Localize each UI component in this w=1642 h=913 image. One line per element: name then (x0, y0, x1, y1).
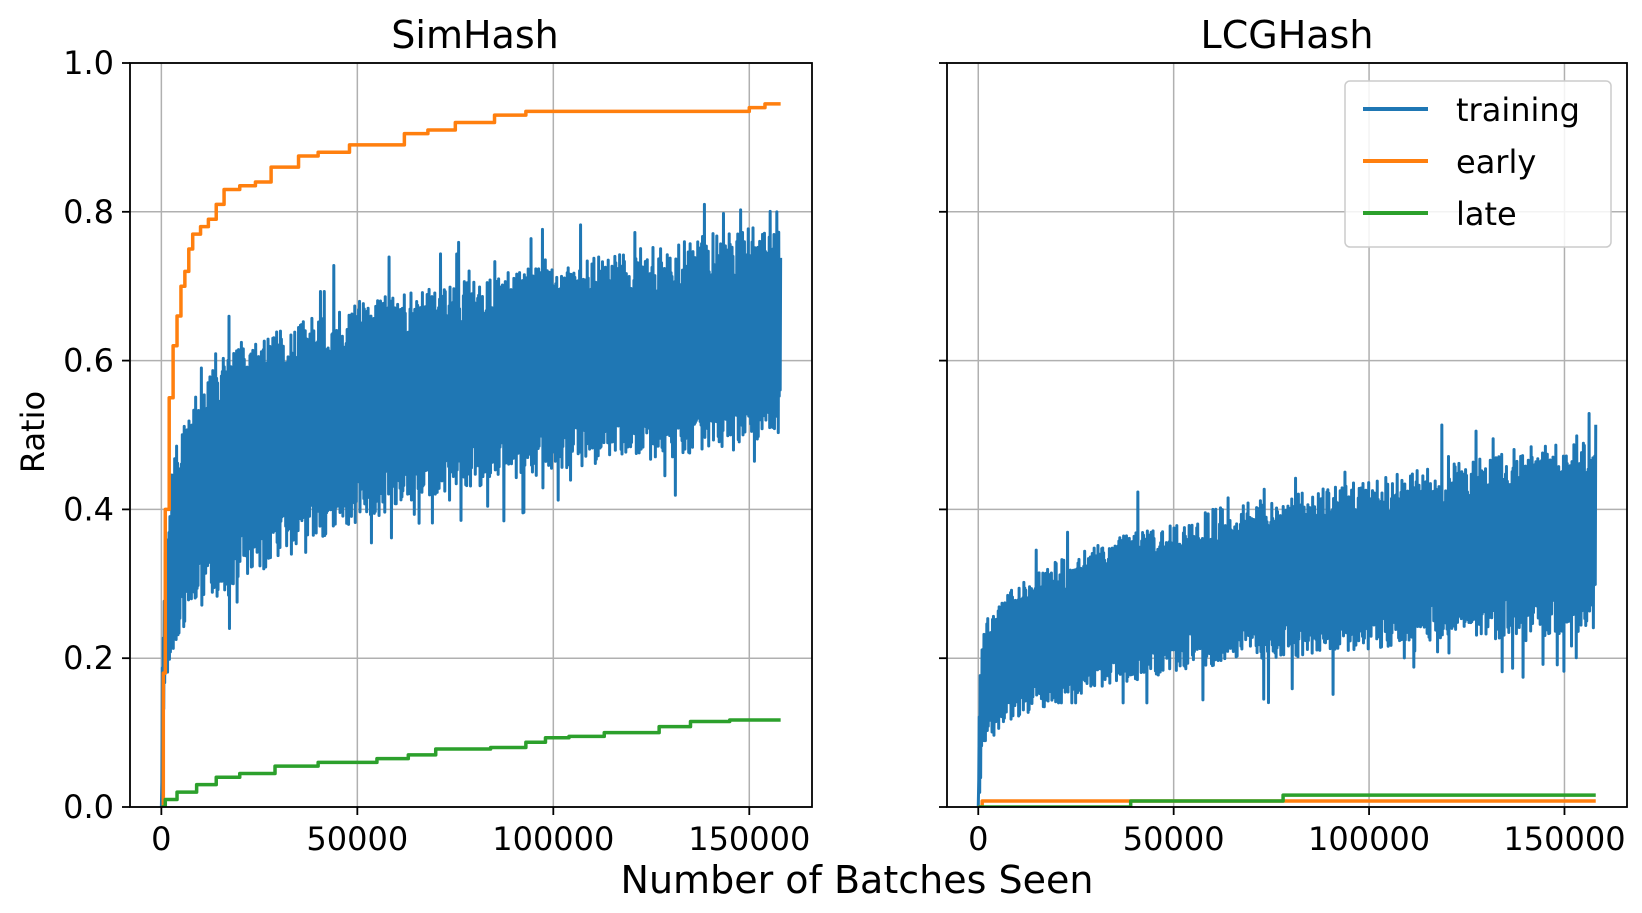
x-tick-label: 100000 (492, 820, 614, 858)
legend-label-early: early (1456, 143, 1536, 181)
series-group (976, 412, 1598, 807)
y-axis-label: Ratio (14, 391, 52, 473)
lcghash-title: LCGHash (1201, 13, 1374, 57)
y-tick-label: 0.2 (63, 639, 114, 677)
legend-box (1344, 80, 1612, 248)
y-tick-label: 1.0 (63, 44, 114, 82)
y-tick-label: 0.4 (63, 490, 114, 528)
x-tick-label: 0 (968, 820, 988, 858)
series-line-late (161, 718, 781, 807)
y-tick-label: 0.8 (63, 193, 114, 231)
x-tick-label: 0 (151, 820, 171, 858)
simhash-title: SimHash (391, 13, 558, 57)
x-tick-label: 150000 (688, 820, 810, 858)
x-tick-label: 50000 (1123, 820, 1225, 858)
legend-label-training: training (1456, 91, 1580, 129)
series-line-early (978, 799, 1596, 807)
axes-frame (129, 62, 813, 808)
axes-frame (946, 62, 1628, 808)
x-tick-label: 50000 (306, 820, 408, 858)
series-line-early (161, 102, 781, 807)
series-line-late (978, 793, 1596, 807)
series-group (159, 102, 783, 807)
x-tick-label: 150000 (1503, 820, 1625, 858)
y-tick-label: 0.0 (63, 788, 114, 826)
simhash-panel: SimHash Ratio 0 50000 100000 150000 0.0 0.2 0.… (14, 13, 813, 858)
y-tick-label: 0.6 (63, 342, 114, 380)
series-line-training (159, 202, 783, 807)
series-line-training (976, 412, 1598, 807)
x-axis-label: Number of Batches Seen (621, 858, 1094, 902)
lcghash-panel: LCGHash 0 50000 100000 150000 (939, 13, 1628, 858)
legend-label-late: late (1456, 195, 1517, 233)
x-tick-label: 100000 (1308, 820, 1430, 858)
legend: training early late (1344, 80, 1612, 248)
